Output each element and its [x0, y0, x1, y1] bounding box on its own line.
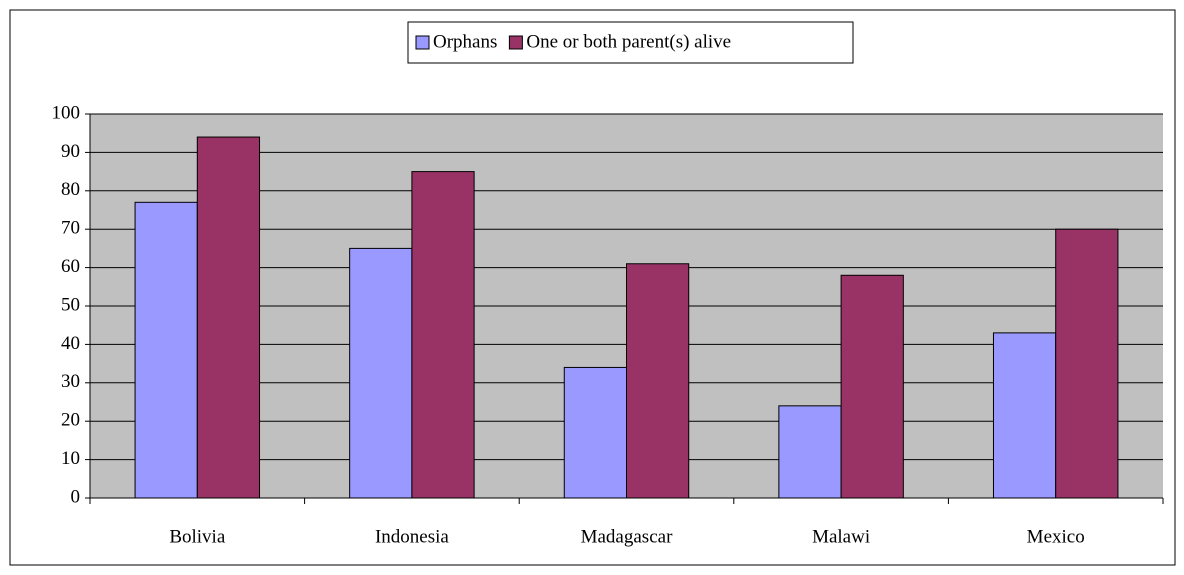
- y-tick-label: 100: [52, 102, 81, 123]
- legend-label: One or both parent(s) alive: [526, 31, 731, 52]
- bar: [626, 263, 690, 499]
- bar: [1055, 228, 1119, 499]
- legend: Orphans One or both parent(s) alive: [407, 21, 854, 64]
- x-tick-label: Indonesia: [375, 526, 449, 547]
- x-tick-label: Malawi: [812, 526, 870, 547]
- y-tick-label: 80: [61, 179, 80, 200]
- legend-swatch: [508, 35, 523, 50]
- x-tick-label: Mexico: [1027, 526, 1085, 547]
- bar: [134, 201, 198, 499]
- bar: [411, 171, 475, 499]
- y-tick-label: 70: [61, 218, 80, 239]
- bar: [778, 405, 842, 499]
- bar: [563, 366, 627, 499]
- x-tick-label: Bolivia: [169, 526, 226, 547]
- legend-swatch: [415, 35, 430, 50]
- y-tick-label: 10: [61, 448, 80, 469]
- bar: [349, 247, 413, 499]
- y-tick-label: 90: [61, 141, 80, 162]
- y-tick-label: 40: [61, 333, 80, 354]
- x-tick-label: Madagascar: [581, 526, 673, 547]
- y-tick-label: 30: [61, 371, 80, 392]
- bar: [840, 274, 904, 499]
- legend-box: [407, 21, 854, 64]
- bar: [196, 136, 261, 499]
- legend-label: Orphans: [433, 31, 497, 52]
- y-tick-label: 60: [61, 256, 80, 277]
- y-tick-label: 0: [71, 486, 81, 507]
- y-tick-label: 50: [61, 294, 80, 315]
- bar: [992, 332, 1057, 499]
- y-tick-label: 20: [61, 410, 80, 431]
